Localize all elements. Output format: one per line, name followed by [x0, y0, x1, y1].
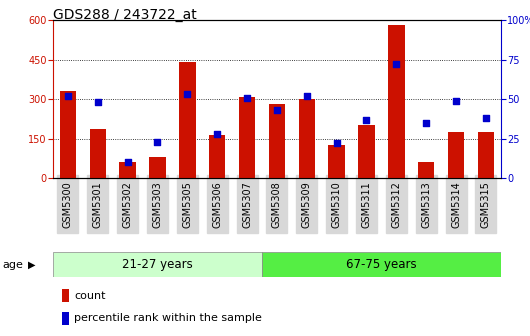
Point: [64, 93, 72, 99]
Text: GDS288 / 243722_at: GDS288 / 243722_at: [53, 8, 197, 23]
Bar: [209, 135, 225, 178]
Bar: [239, 97, 255, 178]
Point: [273, 108, 281, 113]
Point: [422, 120, 430, 126]
Text: ▶: ▶: [28, 260, 35, 269]
Point: [183, 92, 192, 97]
Point: [123, 160, 132, 165]
Bar: [329, 145, 345, 178]
Point: [93, 99, 102, 105]
Text: 21-27 years: 21-27 years: [122, 258, 193, 271]
Text: 67-75 years: 67-75 years: [346, 258, 417, 271]
Text: count: count: [75, 291, 106, 301]
Point: [482, 115, 490, 121]
Point: [213, 131, 222, 136]
Bar: [60, 91, 76, 178]
Bar: [298, 99, 315, 178]
Bar: [149, 157, 166, 178]
Bar: [62, 312, 69, 325]
Point: [153, 139, 162, 144]
Bar: [119, 162, 136, 178]
Point: [332, 141, 341, 146]
Point: [452, 98, 460, 103]
Bar: [262, 252, 501, 277]
Point: [392, 62, 401, 67]
Bar: [478, 132, 494, 178]
Text: percentile rank within the sample: percentile rank within the sample: [75, 313, 262, 323]
Bar: [179, 62, 196, 178]
Bar: [53, 252, 262, 277]
Point: [363, 117, 371, 122]
Bar: [62, 289, 69, 302]
Bar: [358, 125, 375, 178]
Bar: [448, 132, 464, 178]
Bar: [388, 26, 404, 178]
Text: age: age: [3, 260, 23, 269]
Point: [243, 95, 251, 100]
Bar: [269, 104, 285, 178]
Bar: [418, 162, 435, 178]
Point: [303, 93, 311, 99]
Bar: [90, 129, 106, 178]
